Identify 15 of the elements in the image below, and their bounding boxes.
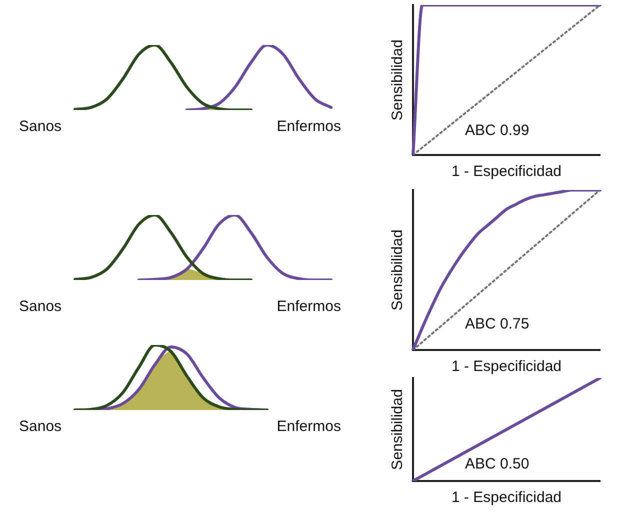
annotation: ABC 0.50 [465, 456, 530, 473]
series-label: Enfermos [276, 418, 341, 436]
series-label: Sanos [19, 118, 62, 136]
y-axis-title: Sensibilidad [389, 389, 406, 470]
y-axis-title: Sensibilidad [389, 40, 406, 120]
x-axis-title: 1 - Especificidad [451, 163, 562, 180]
series-label: Sanos [19, 298, 62, 316]
series-label: Enfermos [276, 298, 341, 316]
annotation: ABC 0.75 [465, 316, 530, 333]
series-label: Enfermos [276, 118, 341, 136]
annotation: ABC 0.99 [465, 122, 530, 140]
x-axis-title: 1 - Especificidad [451, 358, 562, 376]
x-axis-title: 1 - Especificidad [451, 489, 562, 506]
y-axis-title: Sensibilidad [389, 230, 406, 310]
series-label: Sanos [19, 418, 62, 436]
